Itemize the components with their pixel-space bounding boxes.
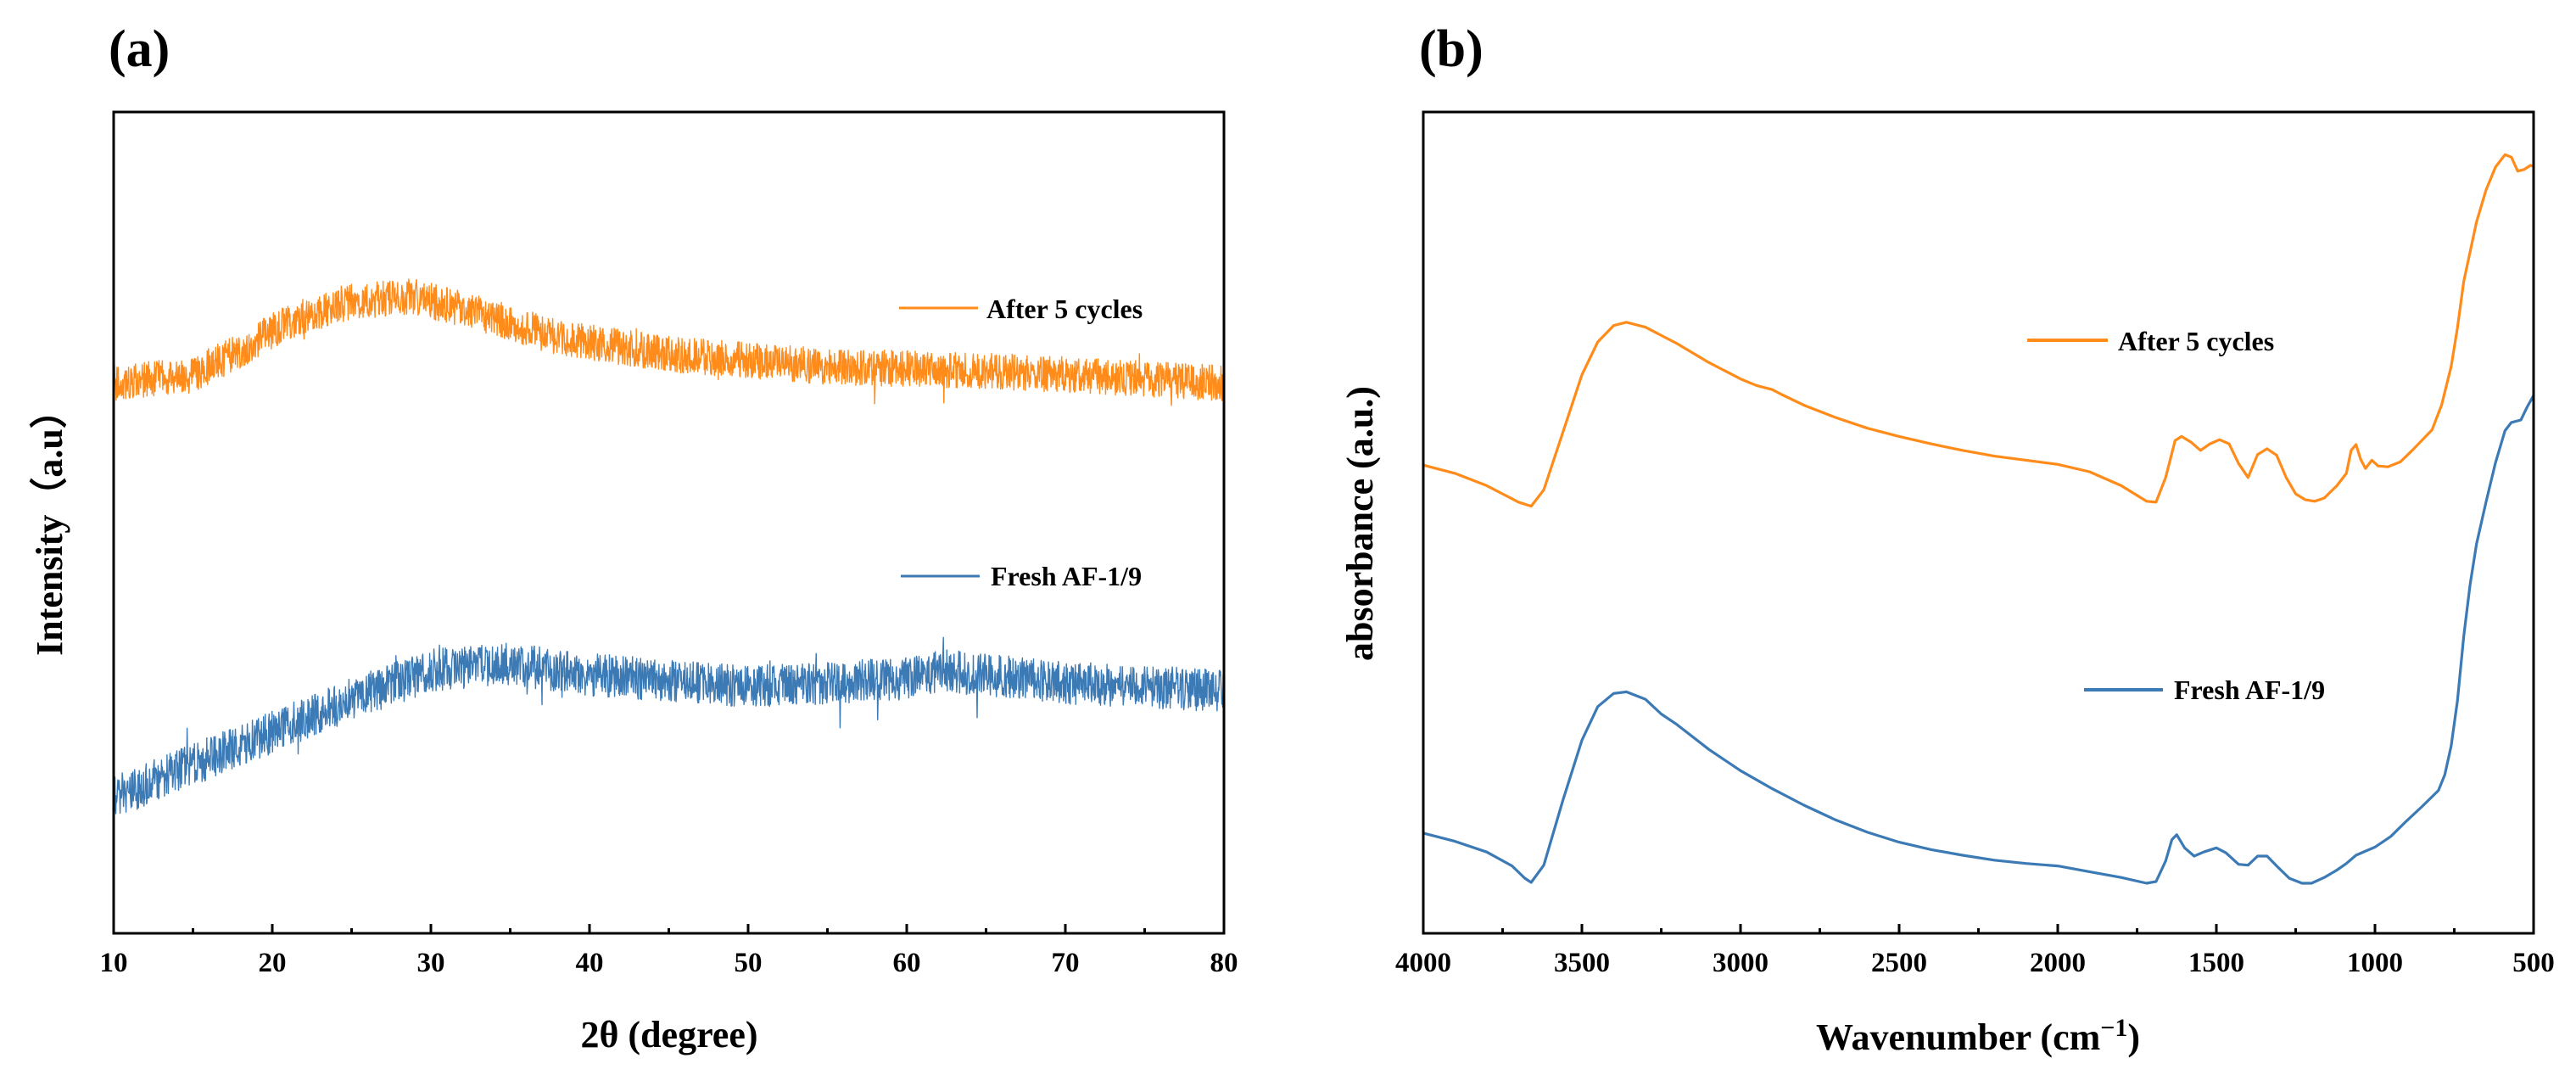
ftir-plot-frame — [1422, 110, 2535, 935]
xrd-plot — [113, 278, 1225, 815]
panel-a: (a) 10 20 30 40 50 60 70 80 2θ (degree) Intensi… — [29, 20, 1238, 1055]
ftir-x-ticks: 4000 3500 3000 2500 2000 1500 1000 500 — [1395, 924, 2555, 978]
ftir-x-tick-label: 1000 — [2347, 948, 2403, 978]
ftir-x-tick-label: 1500 — [2188, 948, 2244, 978]
xrd-x-axis-title: 2θ (degree) — [580, 1014, 757, 1055]
ftir-x-tick-label: 2500 — [1871, 948, 1927, 978]
ftir-x-axis-title-sup: −1 — [2100, 1014, 2127, 1042]
panel-a-label: (a) — [109, 20, 170, 78]
xrd-x-tick-label: 40 — [576, 948, 604, 978]
xrd-plot-frame — [112, 110, 1226, 935]
xrd-x-tick-label: 50 — [735, 948, 763, 978]
ftir-legend-after: After 5 cycles — [2027, 326, 2274, 356]
xrd-legend-after-label: After 5 cycles — [986, 294, 1143, 324]
xrd-legend-fresh-label: Fresh AF-1/9 — [991, 561, 1142, 591]
xrd-x-tick-label: 80 — [1210, 948, 1238, 978]
ftir-x-tick-label: 3500 — [1554, 948, 1610, 978]
xrd-legend-fresh: Fresh AF-1/9 — [901, 561, 1142, 591]
xrd-series-fresh-af-line — [113, 636, 1225, 815]
ftir-x-axis-title-main: Wavenumber (cm — [1816, 1016, 2100, 1058]
ftir-x-axis-title-end: ) — [2127, 1016, 2140, 1058]
xrd-x-tick-label: 10 — [100, 948, 128, 978]
ftir-plot — [1422, 153, 2535, 885]
xrd-x-ticks: 10 20 30 40 50 60 70 80 — [100, 924, 1238, 978]
ftir-legend-after-label: After 5 cycles — [2118, 326, 2274, 356]
ftir-x-tick-label: 3000 — [1713, 948, 1769, 978]
xrd-x-tick-label: 30 — [417, 948, 445, 978]
ftir-y-axis-title: absorbance (a.u.) — [1339, 386, 1381, 661]
xrd-series-after-5-cycles-line — [113, 278, 1225, 406]
ftir-series-fresh-af-line — [1422, 395, 2535, 885]
ftir-x-tick-label: 2000 — [2030, 948, 2086, 978]
xrd-y-axis-title: Intensity（a.u） — [29, 391, 70, 656]
ftir-x-tick-label: 4000 — [1395, 948, 1451, 978]
ftir-legend-fresh-label: Fresh AF-1/9 — [2174, 675, 2325, 705]
ftir-x-axis-title: Wavenumber (cm−1) — [1816, 1014, 2140, 1058]
xrd-x-tick-label: 70 — [1052, 948, 1080, 978]
xrd-legend-after: After 5 cycles — [899, 294, 1143, 324]
ftir-x-tick-label: 500 — [2512, 948, 2555, 978]
ftir-legend-fresh: Fresh AF-1/9 — [2084, 675, 2325, 705]
xrd-x-tick-label: 20 — [259, 948, 287, 978]
ftir-series-after-5-cycles-line — [1422, 153, 2534, 508]
panel-b-label: (b) — [1419, 20, 1484, 78]
panel-b: (b) 4000 3500 3000 2500 2000 1500 1000 500 Wave… — [1339, 20, 2555, 1058]
xrd-x-tick-label: 60 — [893, 948, 921, 978]
